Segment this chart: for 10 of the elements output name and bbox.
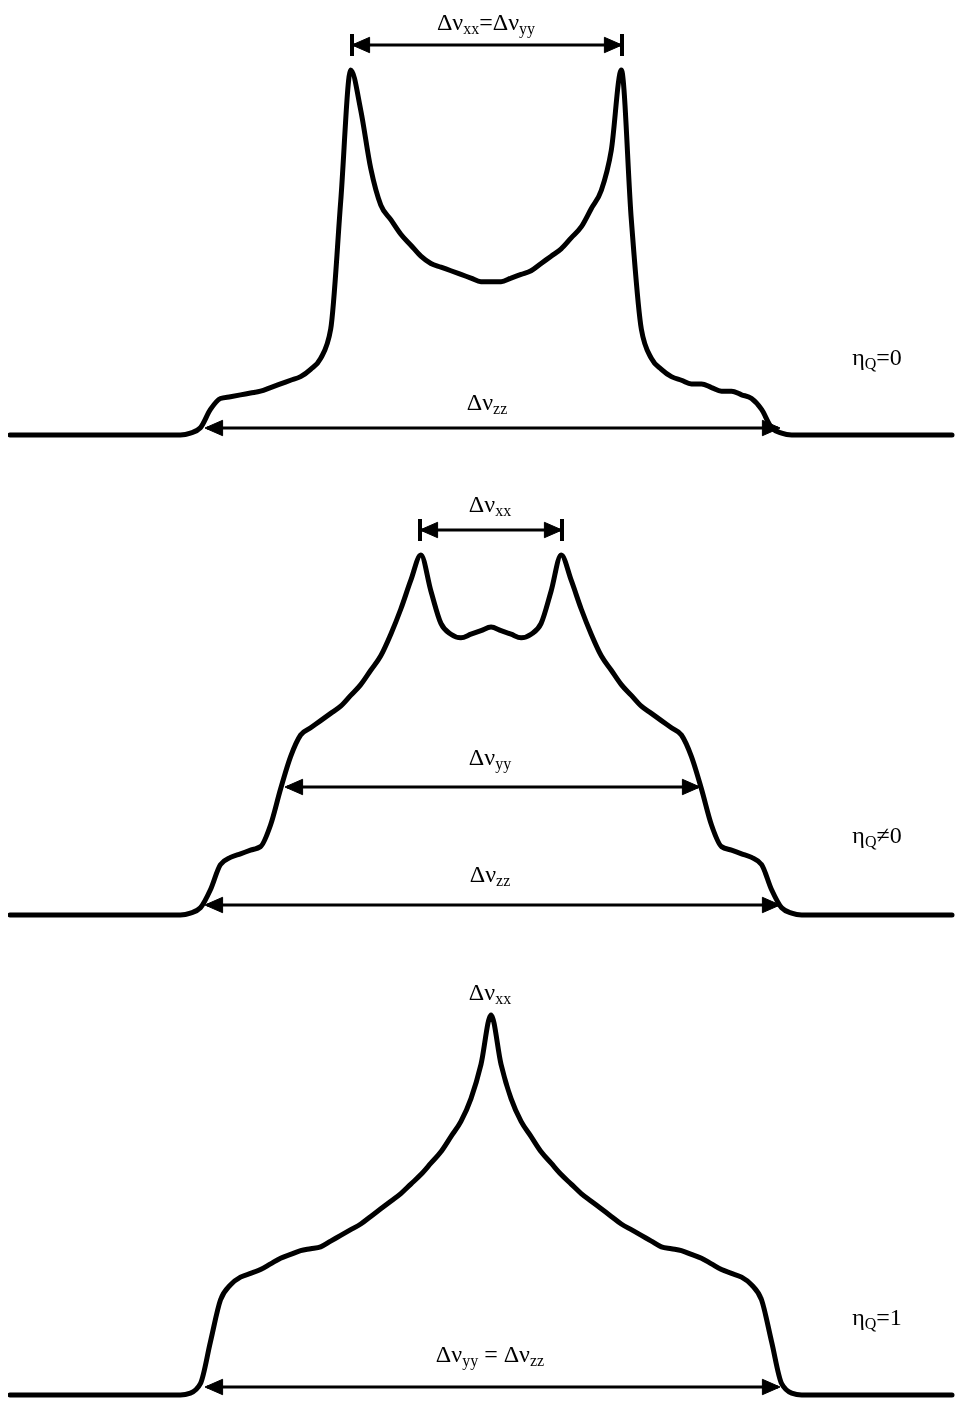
- annotation: Δν$_{yy}$ = Δν$_{zz}$: [435, 1341, 545, 1370]
- annotation: Δν$_{yy}$: [468, 744, 512, 773]
- text: Δν$_{xx}$: [468, 491, 512, 519]
- annotation: Δν$_{zz}$: [469, 861, 511, 889]
- annotation: η$_{Q}$≠0: [852, 822, 902, 850]
- annotation: η$_{Q}$=1: [852, 1304, 902, 1332]
- annotation: Δν$_{zz}$: [466, 389, 508, 417]
- annotation: η$_{Q}$=0: [852, 344, 902, 372]
- text: Δν$_{xx}$: [468, 979, 512, 1007]
- text: Δν$_{xx}$=Δν$_{yy}$: [436, 9, 536, 38]
